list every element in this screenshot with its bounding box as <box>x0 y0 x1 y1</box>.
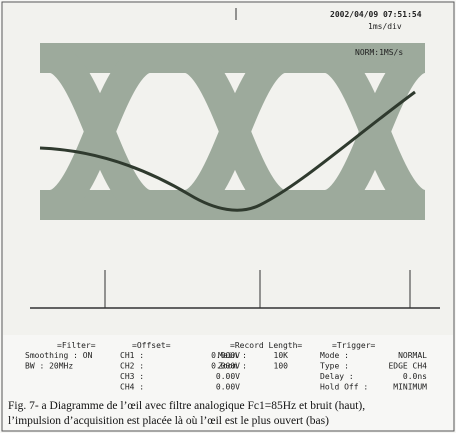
settings-label: Delay : <box>320 372 354 381</box>
settings-row: BW : 20MHz <box>25 362 73 371</box>
settings-label: CH2 : <box>120 362 144 371</box>
settings-title: =Record Length= <box>230 341 302 350</box>
settings-label: CH3 : <box>120 372 144 381</box>
timebase: 1ms/div <box>368 22 402 31</box>
settings-label: Type : <box>320 362 349 371</box>
settings-label: Hold Off : <box>320 383 368 392</box>
settings-value: MINIMUM <box>393 383 427 392</box>
settings-row: Smoothing : ON <box>25 351 93 360</box>
settings-title: =Trigger= <box>332 341 376 350</box>
settings-label: Main : <box>218 351 247 360</box>
caption-line: l’impulsion d’acquisition est placée là … <box>8 415 329 427</box>
timestamp: 2002/04/09 07:51:54 <box>330 10 422 19</box>
settings-value: 0.00V <box>216 383 240 392</box>
settings: =Filter=Smoothing : ON BW : 20MHz =Offset=… <box>25 341 427 392</box>
settings-value: 10K <box>274 351 289 360</box>
settings-title: =Filter= <box>57 341 96 350</box>
acq-mode: NORM:1MS/s <box>355 48 403 57</box>
settings-label: CH4 : <box>120 383 144 392</box>
figure: 2002/04/09 07:51:54 1ms/div NORM:1MS/s =… <box>0 0 456 433</box>
settings-value: NORMAL <box>398 351 427 360</box>
settings-label: Mode : <box>320 351 349 360</box>
figure-canvas: 2002/04/09 07:51:54 1ms/div NORM:1MS/s =… <box>0 0 456 433</box>
settings-label: CH1 : <box>120 351 144 360</box>
caption-line: Fig. 7- a Diagramme de l’œil avec filtre… <box>8 400 365 412</box>
settings-value: 0.00V <box>216 372 240 381</box>
settings-label: Zoom : <box>218 362 247 371</box>
settings-title: =Offset= <box>132 341 171 350</box>
settings-value: 0.0ns <box>403 372 427 381</box>
settings-value: 100 <box>274 362 289 371</box>
settings-value: EDGE CH4 <box>388 362 427 371</box>
